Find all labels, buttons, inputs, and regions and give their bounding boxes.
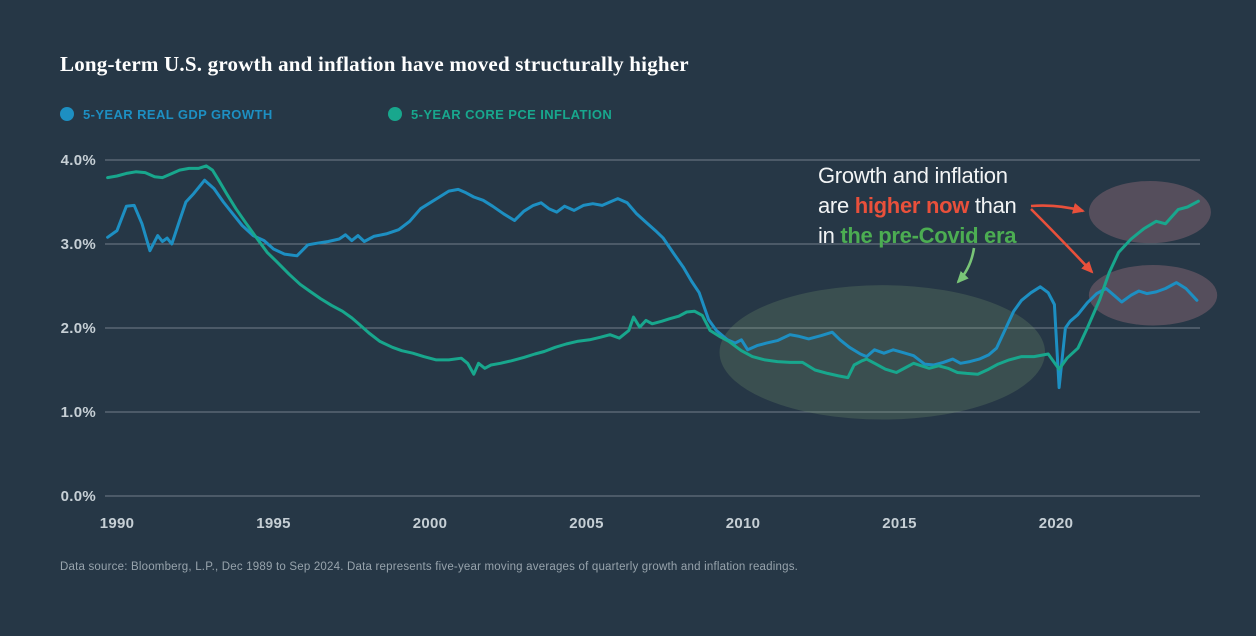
x-tick-label: 2000 (413, 515, 448, 532)
gdp-growth-legend-label: 5-YEAR REAL GDP GROWTH (83, 106, 273, 122)
gdp-growth-dot-icon (60, 107, 74, 121)
growth-now-ellipse (1088, 265, 1218, 326)
source-note: Data source: Bloomberg, L.P., Dec 1989 t… (60, 561, 799, 573)
annotation-line-3: in the pre-Covid era (818, 223, 1017, 248)
page-title: Long-term U.S. growth and inflation have… (60, 52, 689, 76)
y-tick-label: 2.0% (61, 320, 96, 337)
y-tick-label: 0.0% (61, 488, 96, 505)
pce-inflation-legend-label: 5-YEAR CORE PCE INFLATION (411, 106, 613, 122)
x-tick-label: 1995 (256, 515, 291, 532)
annotation-line-1: Growth and inflation (818, 163, 1008, 188)
x-tick-label: 1990 (100, 515, 135, 532)
annotation-text: Growth and inflation are higher now than… (818, 161, 1017, 251)
y-tick-label: 3.0% (61, 236, 96, 253)
legend-item-pce-inflation: 5-YEAR CORE PCE INFLATION (388, 106, 612, 122)
red-arrow-to-inflation-ellipse (1030, 203, 1085, 214)
y-tick-label: 4.0% (61, 152, 96, 169)
legend-item-gdp-growth: 5-YEAR REAL GDP GROWTH (60, 106, 273, 122)
x-tick-label: 2005 (569, 515, 604, 532)
pre-covid-era-highlight: the pre-Covid era (840, 223, 1017, 248)
pce-inflation-dot-icon (388, 107, 402, 121)
red-arrow-to-growth-ellipse (1030, 208, 1094, 274)
x-tick-label: 2020 (1039, 515, 1074, 532)
annotation-line-2: are higher now than (818, 193, 1017, 218)
y-tick-label: 1.0% (61, 404, 96, 421)
x-tick-label: 2010 (726, 515, 761, 532)
higher-now-highlight: higher now (854, 193, 970, 218)
x-tick-label: 2015 (882, 515, 917, 532)
inflation-now-ellipse (1088, 181, 1211, 244)
pce-inflation-line (106, 164, 1200, 380)
gdp-growth-line (106, 178, 1199, 390)
green-arrow-to-precovid-ellipse (956, 247, 976, 284)
